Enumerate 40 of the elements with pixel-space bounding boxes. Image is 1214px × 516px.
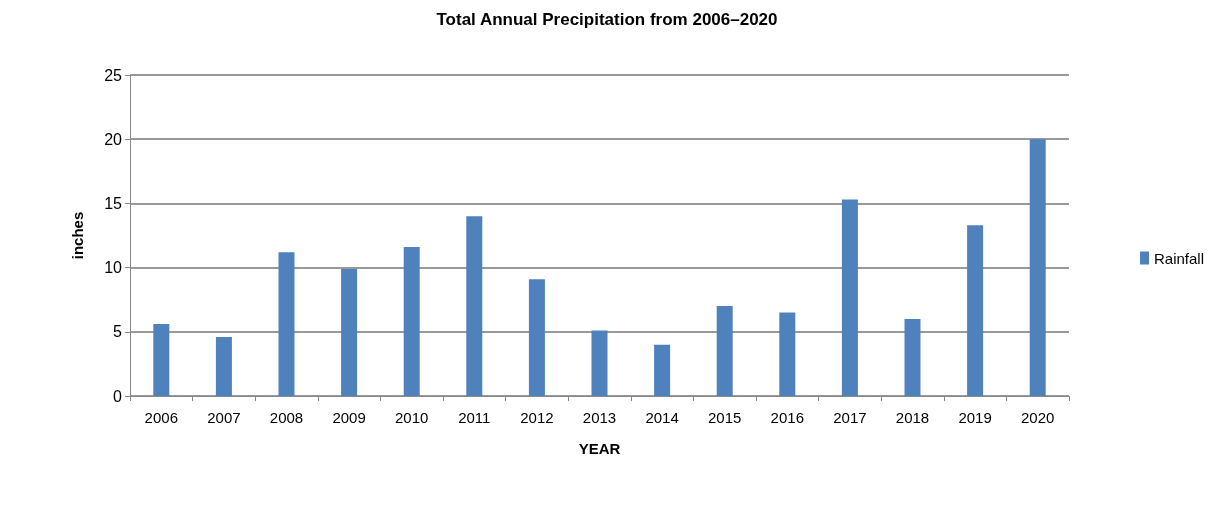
x-tick-label: 2013	[582, 409, 617, 426]
x-tick-label: 2008	[269, 409, 304, 426]
y-tick-label: 20	[104, 130, 123, 148]
x-tick-label: 2006	[144, 409, 178, 426]
legend-label: Rainfall	[1153, 249, 1205, 267]
bar	[779, 312, 796, 396]
bar	[153, 324, 170, 396]
x-tick-label: 2011	[458, 409, 491, 426]
bar	[278, 252, 295, 396]
x-axis-title: YEAR	[578, 440, 621, 457]
bar	[341, 268, 358, 396]
x-tick-label: 2017	[833, 409, 867, 426]
y-tick-label: 25	[104, 66, 123, 84]
bar	[215, 336, 232, 396]
bar	[841, 199, 858, 396]
x-tick-label: 2010	[395, 409, 429, 426]
x-tick-label: 2016	[770, 409, 804, 426]
x-tick-label: 2018	[895, 409, 930, 426]
x-tick-label: 2012	[520, 409, 554, 426]
bar	[1029, 139, 1046, 396]
y-tick-label: 0	[113, 387, 123, 405]
bar	[654, 344, 671, 396]
x-tick-label: 2014	[645, 409, 679, 426]
y-tick-label: 15	[104, 194, 123, 212]
bar	[466, 216, 483, 396]
bar	[904, 318, 921, 396]
x-tick-label: 2007	[207, 409, 241, 426]
y-tick-label: 10	[104, 259, 123, 277]
x-tick-label: 2009	[332, 409, 366, 426]
bar	[591, 330, 608, 396]
chart-title: Total Annual Precipitation from 2006–2020	[436, 10, 778, 29]
y-tick-label: 5	[113, 323, 123, 341]
x-tick-label: 2019	[958, 409, 992, 426]
bar	[967, 225, 984, 396]
bar	[403, 247, 420, 396]
x-tick-label: 2020	[1021, 409, 1055, 426]
x-tick-label: 2015	[708, 409, 742, 426]
bar	[528, 279, 545, 396]
bar	[716, 306, 733, 396]
y-axis-title: inches	[69, 211, 86, 260]
